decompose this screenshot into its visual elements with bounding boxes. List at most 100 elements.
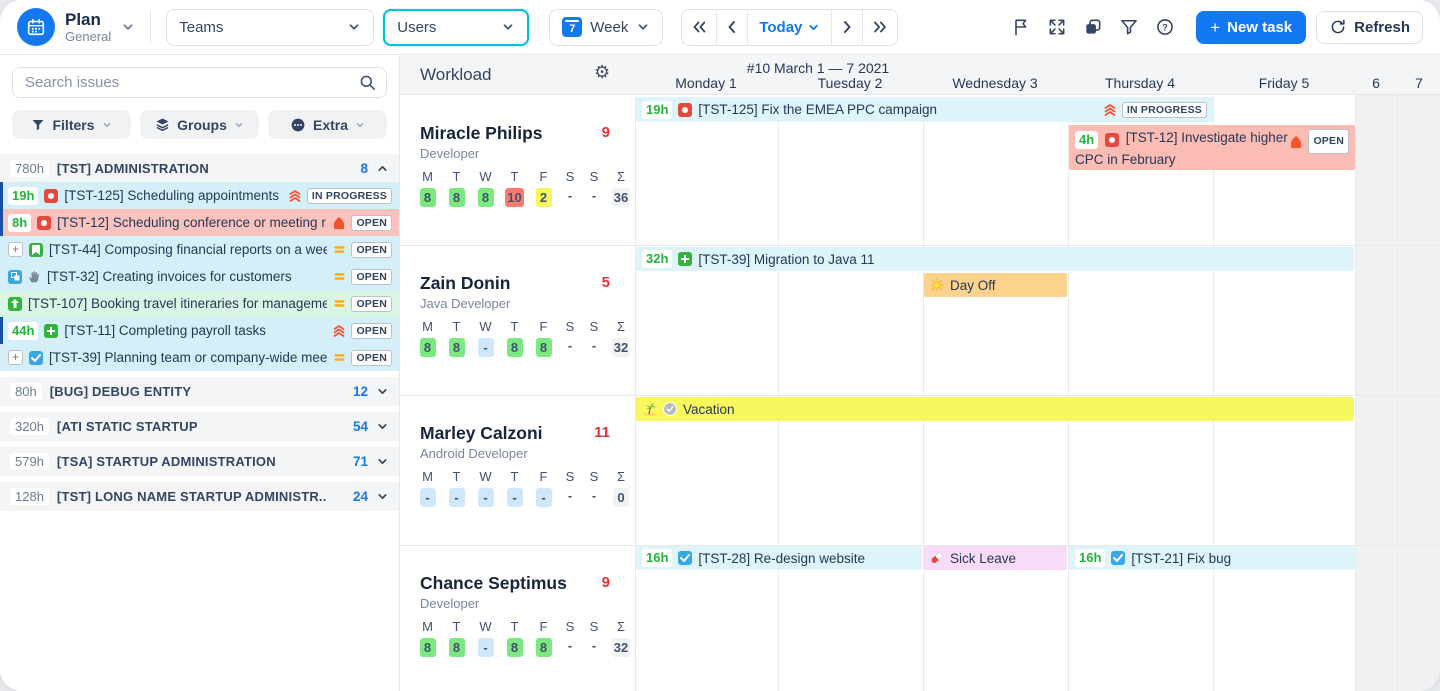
extra-button[interactable]: Extra <box>268 110 387 139</box>
issue-summary: [TST-125] Scheduling appointments for... <box>64 188 281 203</box>
calendar-event[interactable]: 32h [TST-39] Migration to Java 11 <box>636 247 1354 271</box>
forward-button[interactable] <box>832 9 864 45</box>
calendar-event[interactable]: 16h [TST-21] Fix bug <box>1069 546 1355 570</box>
issue-meta: OPEN <box>332 322 392 339</box>
issue-row[interactable]: + [TST-44] Composing financial reports o… <box>0 236 399 263</box>
user-name: Marley Calzoni <box>420 423 543 443</box>
calendar-event[interactable]: 16h [TST-28] Re-design website <box>636 546 922 570</box>
project-group-header[interactable]: 128h [TST] LONG NAME STARTUP ADMINISTR..… <box>0 482 399 511</box>
group-count: 8 <box>360 160 368 176</box>
calendar-event[interactable]: OPEN 4h [TST-12] Investigate higher CPC … <box>1069 125 1355 170</box>
user-role: Developer <box>420 596 480 611</box>
issue-meta: IN PROGRESS <box>288 187 392 204</box>
issue-summary: [TST-32] Creating invoices for customers <box>47 269 292 284</box>
day-letter: T <box>452 319 461 334</box>
day-letter: F <box>539 469 548 484</box>
issue-hours: 19h <box>8 186 39 205</box>
project-group-header[interactable]: 780h [TST] ADMINISTRATION 8 <box>0 154 399 182</box>
day-hours-value: - <box>535 488 552 507</box>
event-title: Sick Leave <box>950 550 1017 566</box>
expand-button[interactable]: + <box>8 242 23 257</box>
priority-critical-icon <box>334 216 345 229</box>
grid-line <box>1397 95 1398 691</box>
fast-backward-button[interactable] <box>682 9 718 45</box>
issue-summary: [TST-11] Completing payroll tasks <box>64 323 266 338</box>
user-role: Java Developer <box>420 296 511 311</box>
issue-meta: OPEN <box>333 295 392 312</box>
users-select[interactable]: Users <box>383 8 530 46</box>
backward-button[interactable] <box>717 9 749 45</box>
refresh-button[interactable]: Refresh <box>1316 10 1423 44</box>
calendar-event[interactable]: Vacation <box>636 397 1354 421</box>
copy-plan-button[interactable] <box>1075 9 1111 45</box>
issue-row[interactable]: [TST-32] Creating invoices for customers… <box>0 263 399 290</box>
day-letter: T <box>510 619 519 634</box>
search-input[interactable] <box>12 67 387 98</box>
status-badge: OPEN <box>351 241 392 258</box>
gear-icon[interactable]: ⚙ <box>594 62 611 83</box>
expand-button[interactable]: + <box>8 350 23 365</box>
day-label-thursday: Thursday 4 <box>1104 75 1176 91</box>
user-alert-count: 5 <box>601 274 610 291</box>
issue-row[interactable]: 44h [TST-11] Completing payroll tasks OP… <box>0 317 399 344</box>
issue-row[interactable]: 8h [TST-12] Scheduling conference or mee… <box>0 209 399 236</box>
groups-button[interactable]: Groups <box>140 110 259 139</box>
priority-highest-icon <box>334 324 345 337</box>
project-group-header[interactable]: 579h [TSA] STARTUP ADMINISTRATION 71 <box>0 447 399 476</box>
user-role: Android Developer <box>420 446 528 461</box>
calendar-event[interactable]: 19h [TST-125] Fix the EMEA PPC campaign … <box>636 97 1213 122</box>
grid-line <box>923 95 924 691</box>
day-letter: M <box>422 619 433 634</box>
flag-button[interactable] <box>1003 9 1039 45</box>
teams-select[interactable]: Teams <box>166 8 375 46</box>
hand-icon <box>28 270 41 283</box>
day-letter: W <box>479 319 492 334</box>
day-hours-value: - <box>506 488 523 507</box>
event-title: [TST-21] Fix bug <box>1131 550 1232 566</box>
day-label-sunday: 7 <box>1415 75 1423 91</box>
new-task-button[interactable]: + New task <box>1196 10 1307 44</box>
issue-row[interactable]: [TST-107] Booking travel itineraries for… <box>0 290 399 317</box>
fullscreen-button[interactable] <box>1039 9 1075 45</box>
help-button[interactable]: ? <box>1147 9 1183 45</box>
plan-selector[interactable]: Plan General <box>17 8 135 46</box>
fast-forward-button[interactable] <box>863 9 898 45</box>
day-letter: W <box>479 619 492 634</box>
day-hours-value: 8 <box>506 338 523 357</box>
status-badge: OPEN <box>351 295 392 312</box>
day-letter: T <box>510 169 519 184</box>
issue-meta: OPEN <box>333 349 392 366</box>
filter-button[interactable] <box>1111 9 1147 45</box>
sidebar-filter-buttons: Filters Groups Extra <box>12 110 387 139</box>
event-meta: IN PROGRESS <box>1103 101 1207 118</box>
event-title: Vacation <box>683 401 735 417</box>
day-hours-value: - <box>567 338 573 353</box>
today-button[interactable]: Today <box>748 9 833 45</box>
filters-button[interactable]: Filters <box>12 110 131 139</box>
question-icon: ? <box>1157 19 1174 35</box>
day-letter: T <box>510 319 519 334</box>
issue-row[interactable]: 19h [TST-125] Scheduling appointments fo… <box>0 182 399 209</box>
calendar-event[interactable]: Day Off <box>924 273 1067 297</box>
chevron-down-icon <box>123 24 133 30</box>
day-hours-value: - <box>477 338 494 357</box>
dots-circle-icon <box>291 118 305 131</box>
event-title: [TST-12] Investigate higher CPC in Febru… <box>1075 130 1288 167</box>
user-card[interactable]: Marley Calzoni 11 Android Developer M T W T… <box>400 395 634 545</box>
issue-row[interactable]: + [TST-39] Planning team or company-wide… <box>0 344 399 371</box>
project-group-header[interactable]: 80h [BUG] DEBUG ENTITY 12 <box>0 377 399 406</box>
priority-medium-icon <box>334 273 345 280</box>
priority-highest-icon <box>1104 103 1116 116</box>
calendar-event[interactable]: Sick Leave <box>924 546 1067 570</box>
project-group-header[interactable]: 320h [ATI STATIC STARTUP 54 <box>0 412 399 441</box>
week-scale-select[interactable]: 7 Week <box>549 8 664 46</box>
flag-icon <box>1015 19 1027 36</box>
plus-icon: + <box>1210 17 1221 37</box>
